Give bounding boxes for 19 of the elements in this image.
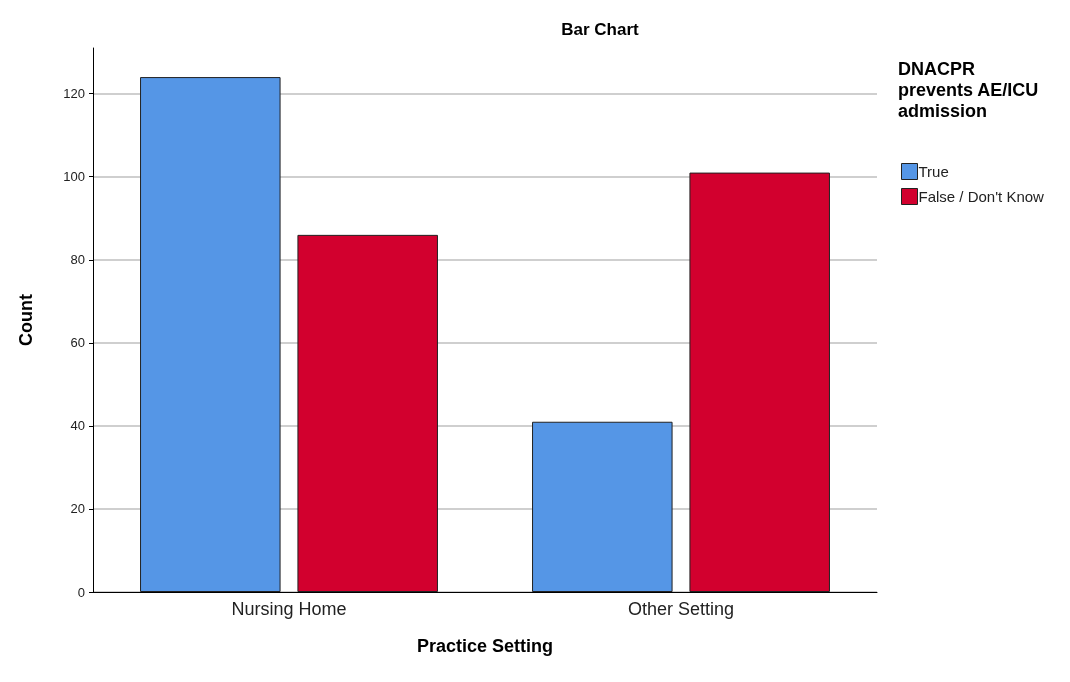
y-tick-label: 20 bbox=[70, 501, 85, 517]
legend-label: True bbox=[918, 163, 949, 180]
bar bbox=[140, 77, 281, 592]
legend-label: False / Don't Know bbox=[918, 188, 1045, 205]
bar bbox=[297, 234, 438, 592]
x-tick-label: Nursing Home bbox=[231, 599, 347, 619]
y-axis-title: Count bbox=[16, 294, 36, 346]
chart-title: Bar Chart bbox=[561, 20, 640, 39]
bar bbox=[532, 421, 673, 592]
bar bbox=[689, 172, 830, 592]
x-tick-label: Other Setting bbox=[627, 599, 735, 619]
y-tick-label: 60 bbox=[70, 335, 85, 351]
legend-title: DNACPR prevents AE/ICU admission bbox=[898, 58, 1044, 121]
y-tick-label: 80 bbox=[70, 252, 85, 268]
y-tick-label: 40 bbox=[70, 418, 85, 434]
x-axis-title: Practice Setting bbox=[416, 636, 554, 656]
y-tick-label: 120 bbox=[63, 86, 85, 102]
y-tick-label: 100 bbox=[63, 169, 85, 185]
y-tick-label: 0 bbox=[77, 584, 85, 600]
